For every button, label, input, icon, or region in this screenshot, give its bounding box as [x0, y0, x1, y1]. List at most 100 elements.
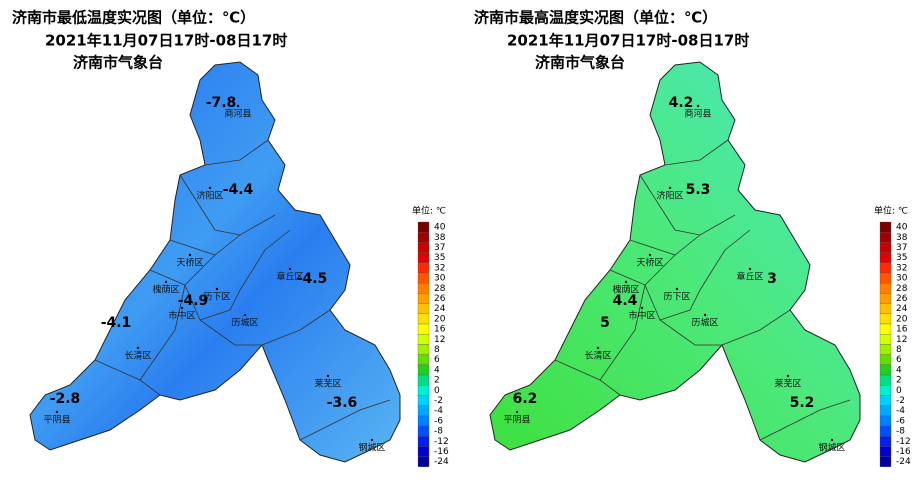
legend-tick-label: -12 [896, 437, 911, 447]
legend-tick-label: 40 [896, 223, 908, 233]
legend-tick-label: 0 [434, 386, 440, 396]
legend-tick-label: -12 [434, 437, 449, 447]
district-label: 商河县 [684, 108, 711, 120]
district-dot [215, 287, 219, 291]
legend-tick-label: 4 [896, 365, 902, 375]
legend-tick-label: 24 [896, 304, 908, 314]
temperature-value: 4.4 [613, 293, 638, 309]
district-label: 济阳区 [656, 190, 683, 202]
legend-swatch [879, 221, 892, 233]
district-dot [136, 346, 140, 350]
legend-tick-label: 8 [434, 345, 440, 355]
legend-tick-label: -8 [896, 427, 905, 437]
district-label: 市中区 [628, 310, 655, 322]
district-label: 钢城区 [358, 442, 385, 454]
district-dot [515, 410, 519, 414]
district-dot [675, 287, 679, 291]
district-dot [326, 374, 330, 378]
temperature-value: -4.5 [297, 271, 328, 287]
temperature-value: 5 [600, 315, 610, 331]
district-dot [243, 313, 247, 317]
map-date: 2021年11月07日17时-08日17时 [45, 32, 287, 50]
legend-swatch [417, 252, 430, 263]
district-label: 历城区 [231, 318, 258, 329]
legend-tick-label: 40 [434, 223, 446, 233]
district-label: 历下区 [203, 292, 230, 303]
legend-swatch [417, 323, 430, 335]
district-label: 章丘区 [276, 271, 303, 283]
district-dot [236, 104, 240, 108]
legend-tick-label: -16 [896, 447, 911, 457]
temperature-value: -4.9 [178, 293, 209, 309]
legend-swatch [879, 415, 892, 427]
legend-swatch [879, 354, 892, 365]
temperature-value: 4.2 [669, 95, 694, 111]
legend-tick-label: 30 [434, 274, 446, 284]
legend-tick-label: 28 [434, 284, 446, 294]
legend-tick-label: 2 [434, 376, 440, 386]
district-label: 市中区 [168, 310, 195, 322]
legend-swatch [417, 272, 430, 284]
legend-swatch [879, 242, 892, 253]
temperature-value: 6.2 [513, 391, 538, 407]
legend-tick-label: 32 [434, 263, 445, 273]
legend-swatch [417, 283, 430, 294]
legend-swatch [417, 395, 430, 406]
legend-tick-label: 26 [896, 294, 908, 304]
map-date: 2021年11月07日17时-08日17时 [507, 32, 749, 50]
district-label: 历下区 [663, 292, 690, 303]
temperature-value: 5.3 [686, 182, 711, 198]
legend-swatch [879, 303, 892, 314]
district-dot [668, 186, 672, 190]
district-dot [208, 186, 212, 190]
legend-tick-label: 8 [896, 345, 902, 355]
district-label: 平阴县 [43, 415, 70, 426]
legend-swatch [417, 374, 430, 386]
legend-tick-label: 26 [434, 294, 446, 304]
legend-tick-label: 38 [434, 233, 446, 243]
legend-tick-label: -6 [896, 416, 905, 426]
legend-tick-label: -24 [434, 457, 449, 467]
district-dot [180, 306, 184, 310]
legend-swatch [879, 395, 892, 406]
legend-tick-label: -4 [434, 406, 443, 416]
legend-swatch [417, 354, 430, 365]
temperature-value: -4.4 [223, 182, 254, 198]
legend-swatch [879, 364, 892, 376]
legend-swatch [879, 272, 892, 284]
district-label: 济阳区 [196, 190, 223, 202]
legend-tick-label: 37 [434, 243, 445, 253]
legend-swatch [417, 446, 430, 457]
district-label: 槐荫区 [152, 284, 179, 296]
district-label: 莱芜区 [774, 378, 801, 390]
temperature-value: -2.8 [50, 391, 81, 407]
legend-tick-label: -6 [434, 416, 443, 426]
legend-swatch [879, 323, 892, 335]
legend-swatch [417, 405, 430, 416]
legend-tick-label: 20 [434, 314, 446, 324]
legend-tick-label: 37 [896, 243, 907, 253]
legend-swatch [417, 364, 430, 376]
map-agency: 济南市气象台 [73, 54, 163, 72]
legend-tick-label: 35 [434, 253, 445, 263]
district-label: 章丘区 [736, 271, 763, 283]
legend-tick-label: -4 [896, 406, 905, 416]
district-label: 历城区 [691, 318, 718, 329]
legend-tick-label: 16 [434, 325, 446, 335]
legend-swatch [879, 436, 892, 447]
district-label: 商河县 [224, 108, 251, 120]
legend-swatch [417, 303, 430, 314]
legend-tick-label: -2 [434, 396, 443, 406]
legend-swatch [879, 456, 892, 467]
temperature-value: -4.1 [101, 315, 132, 331]
legend-tick-label: 12 [896, 335, 907, 345]
map-title: 济南市最高温度实况图（单位：℃） [474, 9, 717, 27]
legend-tick-label: 38 [896, 233, 908, 243]
district-dot [703, 313, 707, 317]
legend-swatch [417, 293, 430, 304]
legend-swatch [879, 374, 892, 386]
legend-swatch [879, 385, 892, 396]
legend-swatch [879, 405, 892, 416]
